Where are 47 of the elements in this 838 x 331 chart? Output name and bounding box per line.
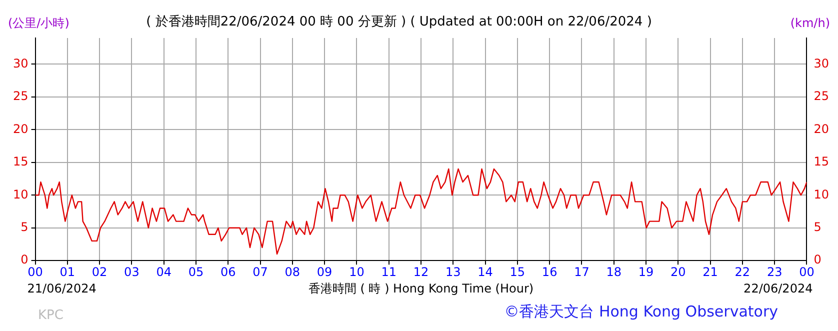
- y2-axis-title: (km/h): [790, 16, 830, 30]
- y-tick-label: 20: [12, 122, 28, 136]
- x-tick-label: 18: [606, 264, 622, 279]
- x-tick-label: 07: [252, 264, 268, 279]
- text: KPC: [38, 308, 64, 323]
- x-tick-label: 02: [92, 264, 108, 279]
- y-tick-label: 30: [12, 56, 28, 70]
- x-tick-label: 13: [446, 264, 461, 279]
- x-tick-label: 04: [156, 264, 172, 279]
- x-tick-label: 20: [670, 264, 686, 279]
- text: 22/06/2024: [744, 282, 813, 296]
- x-tick-label: 22: [734, 264, 750, 279]
- y-tick-label: 25: [12, 89, 28, 104]
- y2-tick-label: 10: [814, 187, 830, 202]
- y2-tick-label: 25: [814, 89, 830, 104]
- x-tick-label: 01: [60, 264, 76, 279]
- x-tick-label: 21: [702, 264, 718, 279]
- text: 21/06/2024: [27, 282, 96, 296]
- x-tick-label: 05: [188, 264, 204, 279]
- y2-tick-label: 20: [814, 122, 830, 136]
- text: ©香港天文台 Hong Kong Observatory: [504, 302, 778, 320]
- y-tick-label: 5: [20, 220, 28, 234]
- x-tick-label: 14: [478, 264, 493, 279]
- x-tick-label: 12: [413, 264, 429, 279]
- y2-tick-label: 5: [814, 220, 822, 234]
- x-axis-title: 香港時間 ( 時 ) Hong Kong Time (Hour): [308, 282, 534, 296]
- x-tick-label: 11: [381, 264, 396, 279]
- y2-tick-label: 30: [814, 56, 830, 70]
- chart-title: ( 於香港時間22/06/2024 00 時 00 分更新 ) ( Updated at 00:00H on 22/06/2024 ): [146, 14, 652, 30]
- x-tick-label: 15: [510, 264, 526, 279]
- y2-tick-label: 0: [814, 252, 822, 267]
- y-axis-title: (公里/小時): [8, 16, 70, 30]
- x-tick-label: 16: [542, 264, 558, 279]
- x-tick-label: 06: [220, 264, 236, 279]
- y2-tick-label: 15: [814, 154, 830, 169]
- x-tick-label: 03: [124, 264, 140, 279]
- x-tick-label: 09: [316, 264, 332, 279]
- x-tick-label: 19: [638, 264, 654, 279]
- x-tick-label: 23: [766, 264, 782, 279]
- x-tick-label: 17: [574, 264, 590, 279]
- x-tick-label: 00: [799, 264, 814, 279]
- x-tick-label: 10: [349, 264, 364, 279]
- y-tick-label: 0: [20, 252, 28, 267]
- y-tick-label: 15: [12, 154, 28, 169]
- x-tick-label: 00: [28, 264, 43, 279]
- y-tick-label: 10: [12, 187, 28, 202]
- x-tick-label: 08: [284, 264, 300, 279]
